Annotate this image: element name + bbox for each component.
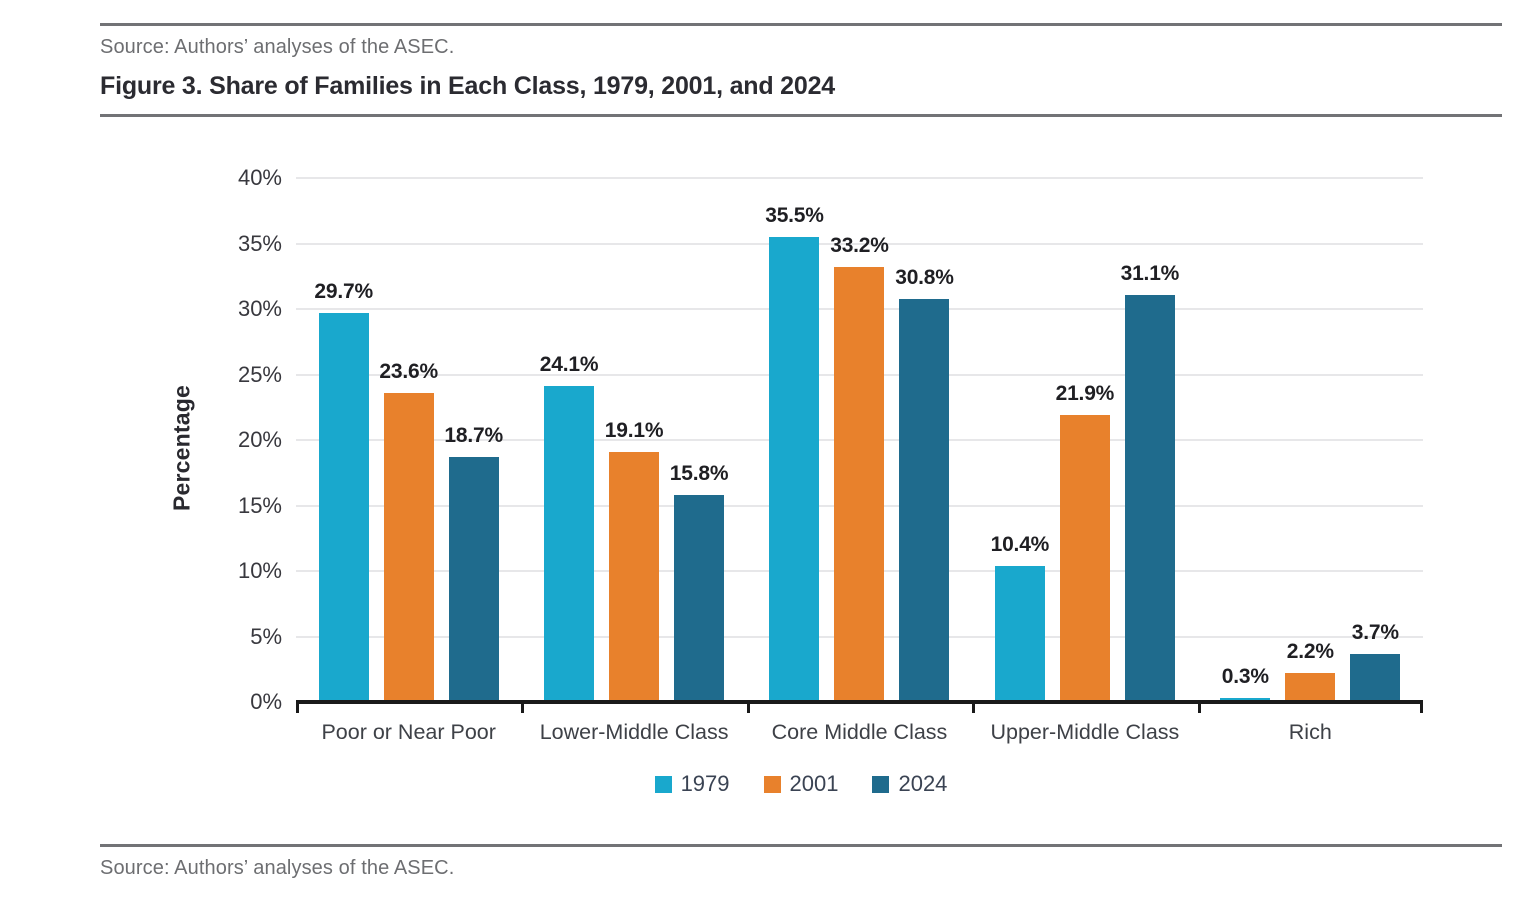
bar-value-label: 2.2% xyxy=(1286,640,1334,664)
bar-fill xyxy=(674,495,725,702)
legend-label-2001: 2001 xyxy=(789,771,839,796)
bar-1979-1: 24.1% xyxy=(540,353,599,702)
bar-value-label: 29.7% xyxy=(314,279,373,303)
bar-fill xyxy=(1124,294,1175,702)
bar-fill xyxy=(383,392,434,702)
x-axis-label-3: Upper-Middle Class xyxy=(990,720,1180,744)
x-axis-tick-2 xyxy=(746,702,750,713)
x-axis-label-0: Poor or Near Poor xyxy=(321,720,496,744)
y-tick-label-30: 30% xyxy=(237,296,282,321)
bar-fill xyxy=(544,386,595,702)
bar-fill xyxy=(448,457,499,702)
legend-item-2001: 2001 xyxy=(763,771,839,797)
bar-fill xyxy=(834,267,885,702)
bar-value-label: 30.8% xyxy=(895,265,954,289)
bar-value-label: 0.3% xyxy=(1221,665,1269,689)
x-axis-label-4: Rich xyxy=(1288,720,1332,744)
y-axis-ticks: 0% 5% 10% 15% 20% 25% 30% 35% 40% xyxy=(0,165,282,714)
y-tick-label-5: 5% xyxy=(250,623,282,649)
x-axis-tick-4 xyxy=(1197,702,1201,713)
y-tick-label-20: 20% xyxy=(237,427,282,452)
legend-label-2024: 2024 xyxy=(898,771,948,796)
x-axis-label-2: Core Middle Class xyxy=(771,720,948,744)
bar-2024-3: 31.1% xyxy=(1121,262,1179,702)
bar-2024-2: 30.8% xyxy=(895,266,954,702)
bar-value-label: 18.7% xyxy=(444,424,503,448)
bar-value-label: 35.5% xyxy=(765,203,824,227)
legend-swatch-1979 xyxy=(654,775,672,793)
bar-group-1: 24.1% 19.1% 15.8% xyxy=(521,178,746,702)
bar-group-2: 35.5% 33.2% 30.8% xyxy=(747,178,972,702)
bar-fill xyxy=(609,451,660,702)
figure-title: Figure 3. Share of Families in Each Clas… xyxy=(100,72,835,100)
bar-fill xyxy=(1350,653,1401,702)
bar-2001-4: 2.2% xyxy=(1285,640,1336,702)
bar-2024-0: 18.7% xyxy=(444,424,503,702)
bar-fill xyxy=(1285,673,1336,702)
bar-value-label: 24.1% xyxy=(539,353,599,377)
bar-value-label: 31.1% xyxy=(1120,261,1180,285)
legend-swatch-2001 xyxy=(763,775,781,793)
source-note-top: Source: Authors’ analyses of the ASEC. xyxy=(100,36,455,58)
plot-area: 29.7% 23.6% 18.7% 24.1% 19.1% 15.8% 35.5% 33.2%… xyxy=(296,177,1423,702)
y-tick-label-0: 0% xyxy=(250,689,282,714)
y-tick-label-25: 25% xyxy=(237,361,282,387)
y-tick-label-40: 40% xyxy=(237,165,282,190)
source-note-bottom: Source: Authors’ analyses of the ASEC. xyxy=(100,857,455,879)
bar-group-0: 29.7% 23.6% 18.7% xyxy=(296,178,521,702)
bottom-rule xyxy=(100,844,1502,847)
bar-2001-2: 33.2% xyxy=(830,234,889,702)
title-rule xyxy=(100,114,1502,117)
x-axis-tick-5 xyxy=(1420,702,1423,713)
bar-fill xyxy=(1059,415,1110,702)
y-tick-label-10: 10% xyxy=(237,558,282,583)
bar-2024-1: 15.8% xyxy=(670,462,729,702)
bar-1979-0: 29.7% xyxy=(314,280,373,702)
bar-value-label: 23.6% xyxy=(379,359,438,383)
x-axis-labels: Poor or Near Poor Lower-Middle Class Core … xyxy=(296,720,1423,750)
legend-item-2024: 2024 xyxy=(872,771,947,797)
bar-value-label: 21.9% xyxy=(1055,382,1115,406)
bar-2001-3: 21.9% xyxy=(1056,382,1114,702)
gridline-35 xyxy=(296,242,1423,245)
legend-item-1979: 1979 xyxy=(654,771,730,797)
bar-value-label: 33.2% xyxy=(830,234,889,258)
x-axis-tick-1 xyxy=(521,702,525,713)
bar-fill xyxy=(899,298,950,702)
bar-group-3: 10.4% 21.9% 31.1% xyxy=(972,178,1197,702)
bar-group-4: 0.3% 2.2% 3.7% xyxy=(1198,178,1423,702)
legend-swatch-2024 xyxy=(872,775,890,793)
bar-2001-0: 23.6% xyxy=(379,360,438,702)
x-axis-tick-3 xyxy=(972,702,976,713)
bar-1979-2: 35.5% xyxy=(765,204,824,702)
bar-fill xyxy=(318,312,369,702)
bar-value-label: 3.7% xyxy=(1351,620,1399,644)
gridline-40 xyxy=(296,177,1423,179)
bar-value-label: 15.8% xyxy=(669,462,729,486)
x-axis-label-1: Lower-Middle Class xyxy=(539,720,729,744)
bar-2024-4: 3.7% xyxy=(1350,621,1401,702)
bar-fill xyxy=(769,236,820,702)
bar-1979-3: 10.4% xyxy=(991,533,1049,702)
legend-label-1979: 1979 xyxy=(680,771,730,796)
bar-value-label: 19.1% xyxy=(604,418,664,442)
bar-2001-1: 19.1% xyxy=(605,419,664,702)
y-tick-label-35: 35% xyxy=(237,230,282,256)
top-rule xyxy=(100,23,1502,26)
chart-legend: 1979 2001 2024 xyxy=(100,771,1502,797)
x-axis-line xyxy=(296,700,1423,713)
y-tick-label-15: 15% xyxy=(237,492,282,518)
bar-value-label: 10.4% xyxy=(990,532,1050,556)
x-axis-tick-0 xyxy=(296,702,299,713)
bar-fill xyxy=(994,565,1045,702)
